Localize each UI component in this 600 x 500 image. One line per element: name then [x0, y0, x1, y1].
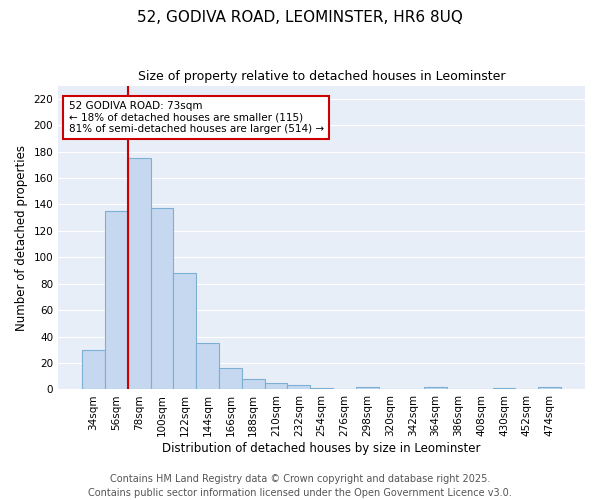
Bar — [356, 387, 379, 390]
Bar — [538, 387, 561, 390]
X-axis label: Distribution of detached houses by size in Leominster: Distribution of detached houses by size … — [163, 442, 481, 455]
Text: Contains HM Land Registry data © Crown copyright and database right 2025.
Contai: Contains HM Land Registry data © Crown c… — [88, 474, 512, 498]
Bar — [105, 211, 128, 390]
Bar — [128, 158, 151, 390]
Bar — [424, 387, 447, 390]
Bar — [242, 379, 265, 390]
Bar — [265, 383, 287, 390]
Text: 52, GODIVA ROAD, LEOMINSTER, HR6 8UQ: 52, GODIVA ROAD, LEOMINSTER, HR6 8UQ — [137, 10, 463, 25]
Bar — [219, 368, 242, 390]
Text: 52 GODIVA ROAD: 73sqm
← 18% of detached houses are smaller (115)
81% of semi-det: 52 GODIVA ROAD: 73sqm ← 18% of detached … — [69, 101, 324, 134]
Bar — [196, 343, 219, 390]
Bar — [173, 273, 196, 390]
Bar — [310, 388, 333, 390]
Bar — [151, 208, 173, 390]
Bar — [287, 386, 310, 390]
Title: Size of property relative to detached houses in Leominster: Size of property relative to detached ho… — [138, 70, 505, 83]
Y-axis label: Number of detached properties: Number of detached properties — [15, 144, 28, 330]
Bar — [493, 388, 515, 390]
Bar — [82, 350, 105, 390]
